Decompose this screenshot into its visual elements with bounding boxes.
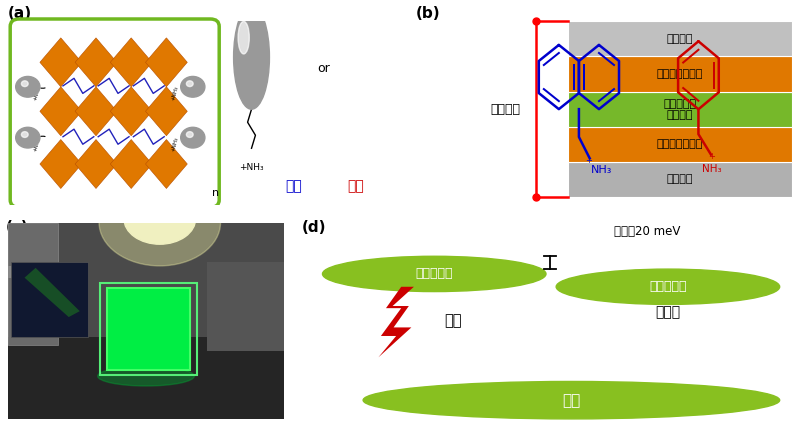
- Text: 透明电极: 透明电极: [666, 34, 694, 44]
- FancyBboxPatch shape: [568, 56, 792, 92]
- Circle shape: [16, 127, 40, 148]
- FancyBboxPatch shape: [8, 266, 58, 278]
- Circle shape: [18, 129, 38, 146]
- Circle shape: [186, 81, 193, 86]
- Text: +NH₃: +NH₃: [239, 163, 264, 172]
- Polygon shape: [378, 287, 414, 357]
- Text: +: +: [708, 152, 714, 161]
- Text: 有机电子传输层: 有机电子传输层: [657, 139, 703, 149]
- Circle shape: [21, 80, 35, 93]
- FancyBboxPatch shape: [107, 288, 190, 370]
- Circle shape: [23, 134, 33, 142]
- Circle shape: [18, 78, 38, 95]
- Circle shape: [99, 179, 221, 266]
- Text: 单重激发态: 单重激发态: [415, 268, 453, 280]
- Circle shape: [124, 193, 196, 244]
- Circle shape: [21, 131, 35, 144]
- Text: 发光: 发光: [445, 313, 462, 329]
- Text: +: +: [585, 156, 592, 165]
- Polygon shape: [110, 87, 152, 136]
- Circle shape: [22, 132, 28, 137]
- Text: 苯胺: 苯胺: [348, 179, 364, 193]
- Ellipse shape: [98, 366, 194, 386]
- Circle shape: [190, 136, 195, 140]
- Text: +NH₃: +NH₃: [32, 136, 41, 152]
- Text: 能隙＜20 meV: 能隙＜20 meV: [614, 225, 681, 238]
- FancyBboxPatch shape: [568, 21, 792, 56]
- Circle shape: [188, 83, 198, 91]
- Text: +NH₃: +NH₃: [171, 136, 179, 152]
- Circle shape: [16, 77, 40, 97]
- Circle shape: [181, 77, 205, 97]
- FancyBboxPatch shape: [8, 337, 284, 419]
- Circle shape: [181, 127, 205, 148]
- Circle shape: [23, 83, 33, 91]
- Polygon shape: [75, 38, 117, 87]
- Polygon shape: [146, 38, 187, 87]
- FancyBboxPatch shape: [8, 223, 284, 419]
- Circle shape: [22, 81, 28, 86]
- Polygon shape: [146, 87, 187, 136]
- Polygon shape: [110, 140, 152, 188]
- Polygon shape: [146, 140, 187, 188]
- Text: 不发光: 不发光: [655, 306, 681, 319]
- Circle shape: [186, 132, 193, 137]
- Text: n: n: [212, 188, 219, 198]
- Circle shape: [16, 77, 40, 97]
- Circle shape: [26, 136, 30, 140]
- FancyBboxPatch shape: [10, 262, 88, 337]
- Circle shape: [186, 80, 200, 93]
- Text: 有机空穴传输层: 有机空穴传输层: [657, 69, 703, 79]
- Text: 金属电极: 金属电极: [666, 174, 694, 184]
- Text: 基态: 基态: [562, 392, 581, 408]
- Text: (a): (a): [8, 6, 32, 21]
- Circle shape: [238, 21, 250, 54]
- Text: =: =: [244, 48, 260, 67]
- Text: +NH₃: +NH₃: [171, 85, 179, 101]
- Ellipse shape: [556, 269, 780, 304]
- FancyBboxPatch shape: [568, 92, 792, 127]
- Text: +NH₃: +NH₃: [32, 85, 41, 101]
- Text: 三重激发态: 三重激发态: [649, 280, 686, 293]
- Text: 准二维钙钛
矿发光层: 准二维钙钛 矿发光层: [663, 99, 697, 119]
- Text: or: or: [318, 62, 330, 75]
- Circle shape: [183, 78, 202, 95]
- Circle shape: [26, 85, 30, 89]
- Text: 加载电压: 加载电压: [490, 103, 520, 116]
- Circle shape: [181, 127, 205, 148]
- Circle shape: [186, 131, 200, 144]
- Polygon shape: [75, 140, 117, 188]
- Polygon shape: [40, 87, 82, 136]
- Text: (c): (c): [6, 220, 29, 235]
- FancyBboxPatch shape: [206, 262, 284, 351]
- Polygon shape: [110, 38, 152, 87]
- Circle shape: [183, 129, 202, 146]
- Text: (b): (b): [416, 6, 441, 21]
- Text: NH₃: NH₃: [702, 163, 721, 174]
- Circle shape: [234, 5, 270, 109]
- Polygon shape: [40, 38, 82, 87]
- Ellipse shape: [363, 381, 780, 419]
- Ellipse shape: [322, 256, 546, 291]
- Polygon shape: [25, 268, 80, 317]
- Text: NH₃: NH₃: [591, 165, 613, 175]
- Text: 萘胺: 萘胺: [286, 179, 302, 193]
- FancyBboxPatch shape: [568, 162, 792, 197]
- Polygon shape: [75, 87, 117, 136]
- FancyBboxPatch shape: [8, 223, 58, 345]
- Circle shape: [188, 134, 198, 142]
- FancyBboxPatch shape: [8, 223, 284, 345]
- FancyBboxPatch shape: [568, 127, 792, 162]
- Polygon shape: [40, 140, 82, 188]
- Circle shape: [181, 77, 205, 97]
- Circle shape: [16, 127, 40, 148]
- Circle shape: [190, 85, 195, 89]
- Text: (d): (d): [302, 220, 326, 235]
- FancyBboxPatch shape: [10, 19, 219, 207]
